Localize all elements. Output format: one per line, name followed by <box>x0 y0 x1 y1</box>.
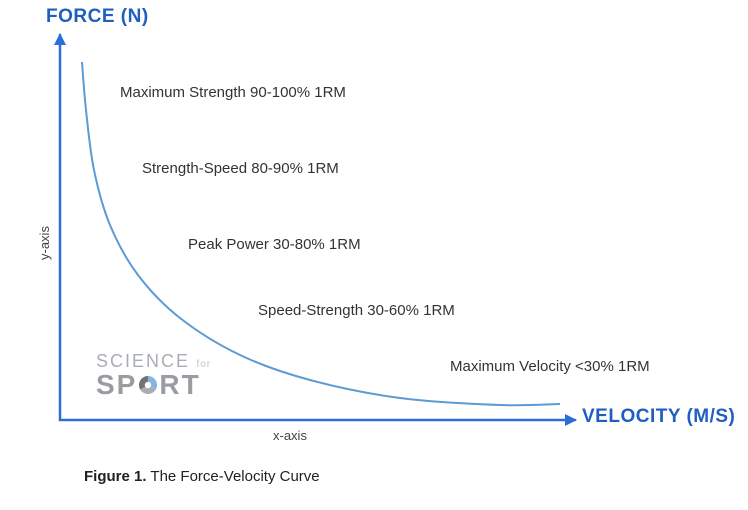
chart-stage: FORCE (N) VELOCITY (M/S) y-axis x-axis M… <box>0 0 748 510</box>
zone-label: Peak Power 30-80% 1RM <box>188 236 361 253</box>
figure-caption-rest: The Force-Velocity Curve <box>147 468 320 485</box>
axes-and-curve-svg <box>0 0 748 510</box>
y-axis-title: FORCE (N) <box>46 6 149 28</box>
zone-label: Maximum Velocity <30% 1RM <box>450 358 650 375</box>
x-axis-title: VELOCITY (M/S) <box>582 406 735 428</box>
zone-label: Maximum Strength 90-100% 1RM <box>120 84 346 101</box>
y-axis-sublabel: y-axis <box>37 226 52 260</box>
x-axis-sublabel: x-axis <box>273 428 307 443</box>
figure-caption-strong: Figure 1. <box>84 468 147 485</box>
figure-caption: Figure 1. The Force-Velocity Curve <box>84 468 320 485</box>
zone-label: Strength-Speed 80-90% 1RM <box>142 160 339 177</box>
zone-label: Speed-Strength 30-60% 1RM <box>258 302 455 319</box>
